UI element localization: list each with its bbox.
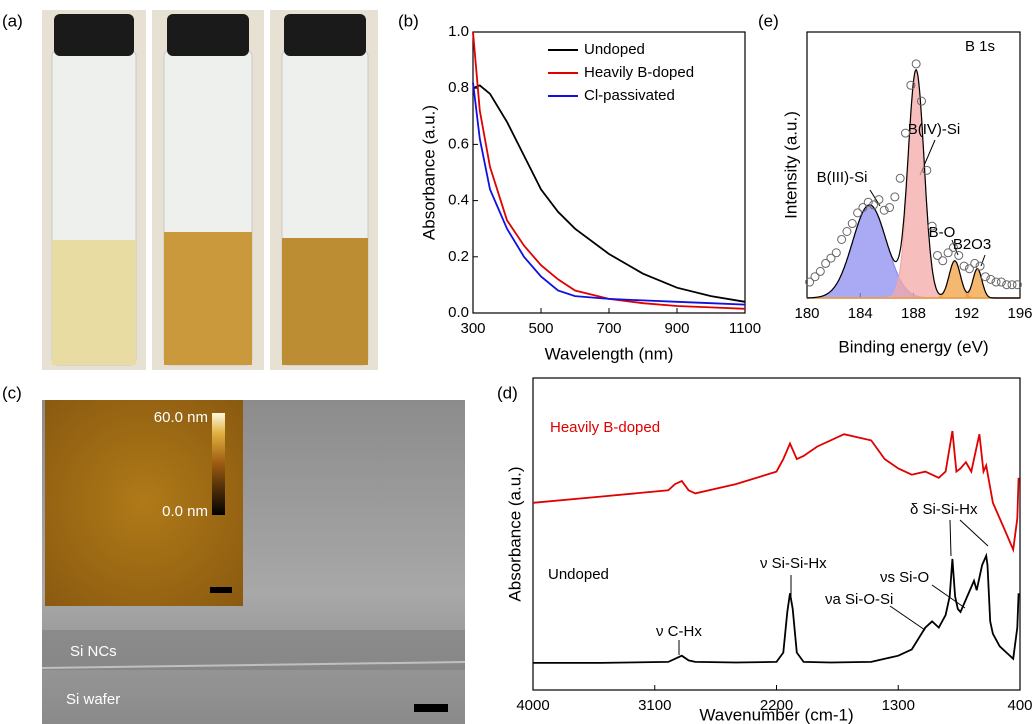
x-tick-label: 400 [1007, 697, 1032, 714]
series-label: Heavily B-doped [550, 419, 660, 436]
x-tick-label: 1100 [729, 320, 761, 337]
annotation-pointers [679, 140, 988, 655]
x-tick-label: 188 [901, 305, 926, 322]
data-point [843, 228, 851, 236]
peak-annotation: νs Si-O [880, 569, 929, 586]
vial-photos [42, 10, 378, 370]
peak-label: B-O [929, 224, 956, 241]
x-tick-label: 900 [664, 320, 689, 337]
y-tick-label: 1.0 [448, 23, 469, 40]
y-tick-label: 0.6 [448, 135, 469, 152]
x-tick-label: 3100 [638, 697, 671, 714]
vial-photo [152, 10, 264, 370]
colorbar-min: 0.0 nm [162, 503, 208, 520]
panel-label: (a) [2, 11, 23, 30]
data-point [912, 60, 920, 68]
figure: 60.0 nm 0.0 nm Si NCs Si wafer (a) (b) (… [0, 0, 1035, 724]
data-point [939, 257, 947, 265]
peak-annotation: δ Si-Si-Hx [910, 501, 978, 518]
data-point [838, 235, 846, 243]
data-line [473, 83, 745, 305]
panel-label: (b) [398, 11, 419, 30]
x-axis-label: Wavelength (nm) [545, 344, 674, 363]
x-tick-label: 196 [1007, 305, 1032, 322]
legend-label: Heavily B-doped [584, 64, 694, 81]
data-point [848, 220, 856, 228]
x-tick-label: 4000 [516, 697, 549, 714]
peak-label: B(IV)-Si [908, 121, 961, 138]
y-tick-label: 0.4 [448, 192, 469, 209]
layer-label: Si NCs [70, 643, 117, 660]
y-axis-label: Absorbance (a.u.) [505, 466, 524, 601]
y-tick-label: 0.2 [448, 248, 469, 265]
peak-annotation: νa Si-O-Si [825, 591, 893, 608]
y-tick-label: 0.0 [448, 304, 469, 321]
x-tick-label: 700 [596, 320, 621, 337]
x-axis-label: Binding energy (eV) [838, 337, 988, 356]
x-tick-label: 300 [460, 320, 485, 337]
legend-label: Undoped [584, 41, 645, 58]
peak-annotation: ν Si-Si-Hx [760, 555, 827, 572]
vial-photo [42, 10, 146, 370]
chart-title: B 1s [965, 38, 995, 55]
series-label: Undoped [548, 566, 609, 583]
vial-photo [270, 10, 378, 370]
x-tick-label: 1300 [882, 697, 915, 714]
data-line [533, 431, 1019, 550]
afm-inset [45, 400, 243, 606]
peak-annotation: ν C-Hx [656, 623, 702, 640]
y-axis-label: Absorbance (a.u.) [419, 105, 438, 240]
data-line [473, 85, 745, 301]
peak-label: B(III)-Si [817, 169, 868, 186]
y-tick-label: 0.8 [448, 79, 469, 96]
y-axis-label: Intensity (a.u.) [781, 111, 800, 219]
x-axis-label: Wavenumber (cm-1) [699, 705, 853, 724]
panel-label: (c) [2, 383, 22, 402]
data-point [816, 267, 824, 275]
panel-label: (e) [758, 11, 779, 30]
x-tick-label: 192 [954, 305, 979, 322]
x-tick-label: 500 [528, 320, 553, 337]
layer-label: Si wafer [66, 691, 120, 708]
data-point [891, 193, 899, 201]
data-point [832, 249, 840, 257]
legend-label: Cl-passivated [584, 87, 675, 104]
panel-label: (d) [497, 383, 518, 402]
colorbar-max: 60.0 nm [154, 409, 208, 426]
data-point [896, 174, 904, 182]
x-tick-label: 180 [794, 305, 819, 322]
peak-label: B2O3 [953, 236, 991, 253]
x-tick-label: 184 [848, 305, 873, 322]
